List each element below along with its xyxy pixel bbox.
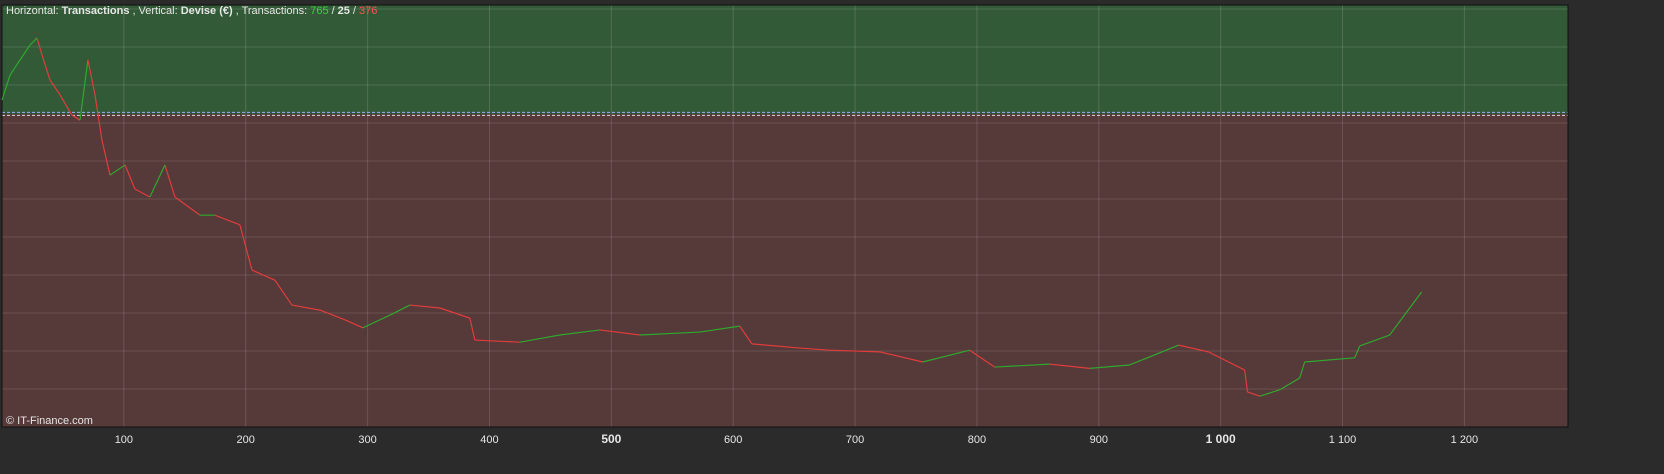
- profit-zone: [2, 5, 1568, 114]
- equity-segment: [164, 164, 176, 198]
- separator: /: [352, 5, 356, 17]
- x-tick-label: 1 000: [1206, 432, 1236, 446]
- equity-segment: [87, 59, 96, 96]
- separator: /: [331, 5, 335, 17]
- label: Transactions: [61, 5, 130, 17]
- equity-segment: [274, 279, 293, 306]
- label: Horizontal:: [6, 5, 59, 17]
- equity-segment: [829, 349, 880, 353]
- equity-segment: [922, 349, 970, 363]
- equity-segment: [559, 329, 600, 336]
- x-tick-label: 900: [1090, 434, 1108, 446]
- equity-segment: [319, 309, 346, 321]
- equity-segment: [214, 214, 241, 226]
- equity-segment: [79, 59, 89, 121]
- equity-segment: [474, 339, 520, 343]
- equity-segment: [1304, 357, 1355, 363]
- equity-segment: [879, 351, 923, 363]
- x-tick-label: 400: [480, 434, 498, 446]
- equity-segment: [1389, 307, 1411, 336]
- label: , Vertical:: [132, 5, 178, 17]
- equity-segment: [362, 314, 391, 329]
- plot-frame: [1, 4, 1569, 428]
- equity-segment: [519, 334, 561, 343]
- equity-segment: [41, 54, 51, 81]
- equity-segment: [124, 164, 136, 190]
- equity-segment: [1178, 344, 1209, 353]
- equity-segment: [109, 164, 126, 176]
- label: , Transactions:: [235, 5, 308, 17]
- equity-segment: [149, 164, 166, 198]
- equity-segment: [1049, 363, 1090, 369]
- equity-segment: [344, 319, 364, 329]
- equity-segment: [1208, 351, 1245, 371]
- equity-segment: [1247, 391, 1260, 397]
- equity-segment: [1354, 345, 1361, 359]
- x-tick-label: 200: [237, 434, 255, 446]
- equity-segment: [639, 331, 700, 336]
- equity-segment: [469, 317, 476, 341]
- equity-segment: [59, 94, 73, 116]
- equity-segment: [751, 343, 800, 349]
- equity-segment: [1259, 389, 1280, 397]
- footer: © IT-Finance.com: [6, 415, 93, 427]
- equity-segment: [291, 304, 321, 311]
- equity-segment: [699, 325, 740, 333]
- equity-segment: [1279, 377, 1300, 391]
- equity-segment: [739, 325, 753, 345]
- x-tick-label: 1 200: [1451, 434, 1479, 446]
- equity-segment: [1299, 361, 1306, 379]
- x-tick-label: 600: [724, 434, 742, 446]
- equity-segment: [1, 74, 11, 101]
- equity-segment: [49, 79, 61, 96]
- equity-segment: [9, 59, 21, 76]
- equity-segment: [599, 329, 640, 336]
- equity-segment: [239, 224, 253, 271]
- equity-segment: [1089, 364, 1130, 369]
- loss-zone: [2, 113, 1568, 427]
- equity-segment: [1244, 369, 1249, 393]
- label: Devise (€): [180, 5, 233, 17]
- equity-segment: [1129, 344, 1179, 366]
- equity-segment: [439, 307, 471, 319]
- header: Horizontal: Transactions, Vertical: Devise…: [6, 5, 380, 17]
- win-count: 765: [310, 5, 329, 17]
- x-tick-label: 700: [846, 434, 864, 446]
- equity-segment: [389, 304, 411, 316]
- equity-segment: [101, 139, 111, 176]
- equity-segment: [94, 94, 103, 141]
- x-tick-label: 300: [358, 434, 376, 446]
- equity-segment: [134, 188, 151, 198]
- equity-segment: [29, 37, 38, 46]
- equity-segment: [1409, 291, 1423, 309]
- x-tick-label: 800: [968, 434, 986, 446]
- equity-segment: [71, 114, 81, 121]
- x-tick-label: 1 100: [1329, 434, 1357, 446]
- equity-segment: [1359, 334, 1390, 347]
- equity-segment: [251, 269, 276, 281]
- equity-segment: [19, 44, 31, 61]
- equity-segment: [969, 349, 996, 368]
- x-tick-label: 500: [601, 432, 621, 446]
- equity-segment: [174, 196, 201, 216]
- loss-count: 376: [358, 5, 378, 17]
- equity-segment: [994, 363, 1050, 368]
- equity-segment: [409, 304, 440, 309]
- equity-segment: [799, 347, 830, 351]
- flat-count: 25: [337, 5, 350, 17]
- equity-segment: [36, 37, 43, 55]
- x-tick-label: 100: [115, 434, 133, 446]
